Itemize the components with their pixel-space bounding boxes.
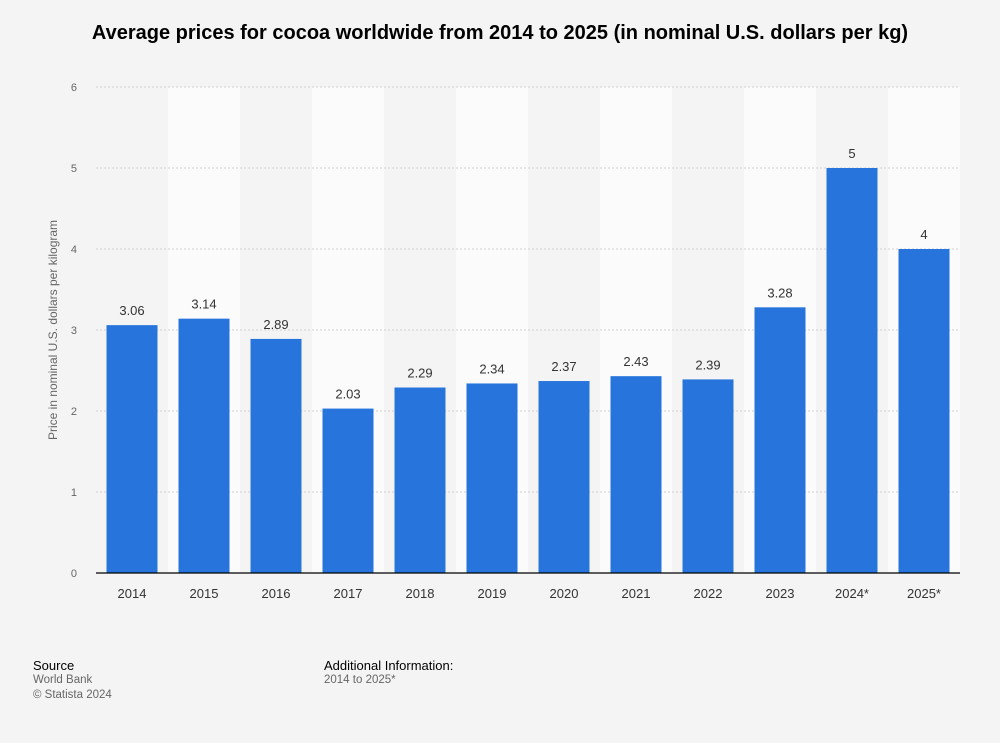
y-tick-label: 5: [71, 163, 77, 175]
bar-2022: [682, 379, 734, 573]
data-label: 3.06: [119, 303, 144, 318]
bar-2023: [754, 307, 806, 573]
x-tick-label: 2018: [406, 586, 435, 601]
bar-2025: [898, 249, 950, 573]
bar-2020: [538, 381, 590, 573]
bar-2014: [106, 325, 158, 573]
data-label: 5: [848, 146, 855, 161]
x-tick-label: 2017: [334, 586, 363, 601]
source-line: World Bank: [33, 674, 93, 686]
y-tick-label: 0: [71, 568, 77, 580]
data-label: 2.03: [335, 387, 360, 402]
source-heading: Source: [33, 658, 75, 673]
data-label: 4: [920, 227, 927, 242]
data-label: 2.34: [479, 361, 504, 376]
data-label: 2.43: [623, 354, 648, 369]
data-label: 2.37: [551, 359, 576, 374]
chart-title: Average prices for cocoa worldwide from …: [91, 22, 909, 44]
x-tick-label: 2014: [118, 586, 147, 601]
y-tick-label: 3: [71, 325, 77, 337]
y-tick-label: 4: [71, 244, 77, 256]
bar-2018: [394, 387, 446, 573]
source-block: Source World Bank © Statista 2024: [33, 658, 112, 703]
data-label: 2.39: [695, 357, 720, 372]
bar-2017: [322, 408, 374, 573]
y-tick-label: 6: [71, 82, 77, 94]
bar-2016: [250, 338, 302, 573]
copyright-line: © Statista 2024: [33, 689, 112, 701]
x-tick-label: 2022: [694, 586, 723, 601]
y-tick-label: 1: [71, 487, 77, 499]
additional-info-heading: Additional Information:: [324, 658, 454, 673]
data-label: 2.29: [407, 366, 432, 381]
x-tick-label: 2025*: [907, 586, 941, 601]
x-tick-label: 2020: [550, 586, 579, 601]
additional-info-block: Additional Information: 2014 to 2025*: [324, 658, 453, 688]
bar-2019: [466, 383, 518, 573]
x-tick-label: 2023: [766, 586, 795, 601]
data-label: 2.89: [263, 317, 288, 332]
bar-2021: [610, 376, 662, 573]
bar-2015: [178, 318, 230, 573]
x-tick-label: 2015: [190, 586, 219, 601]
x-tick-label: 2024*: [835, 586, 869, 601]
y-axis-title: Price in nominal U.S. dollars per kilogr…: [46, 220, 60, 440]
x-tick-label: 2016: [262, 586, 291, 601]
bar-2024: [826, 168, 878, 573]
x-tick-label: 2021: [622, 586, 651, 601]
data-label: 3.28: [767, 285, 792, 300]
x-tick-label: 2019: [478, 586, 507, 601]
additional-info-line: 2014 to 2025*: [324, 674, 396, 686]
data-label: 3.14: [191, 297, 216, 312]
y-tick-label: 2: [71, 406, 77, 418]
